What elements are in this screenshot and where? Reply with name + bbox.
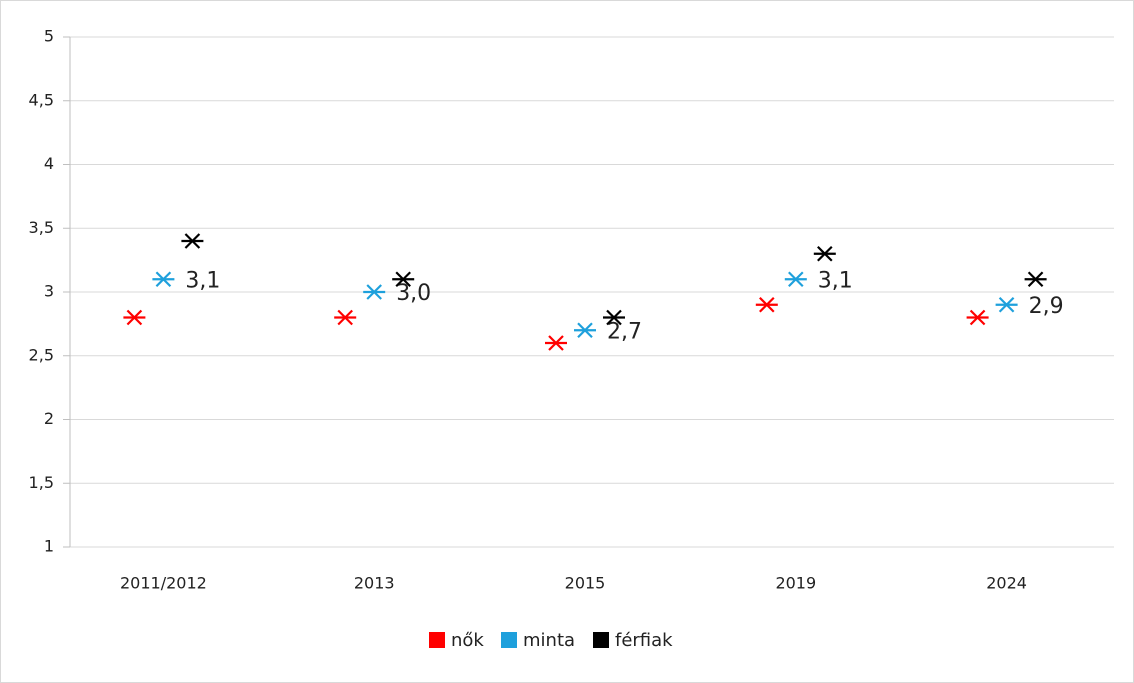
data-label: 3,0 — [396, 281, 431, 306]
marker-part — [126, 309, 143, 326]
x-tick-label: 2019 — [775, 574, 816, 593]
marker-part — [606, 309, 622, 326]
marker-part — [759, 296, 775, 313]
marker — [995, 296, 1018, 313]
legend-label: nők — [451, 630, 484, 651]
marker — [545, 335, 567, 351]
y-tick-label: 1,5 — [29, 473, 54, 492]
marker-part — [366, 284, 382, 300]
marker — [755, 296, 778, 313]
x-tick-label: 2011/2012 — [120, 574, 207, 593]
y-tick-label: 2,5 — [29, 345, 54, 364]
y-tick-label: 3,5 — [29, 218, 54, 237]
marker-part — [817, 245, 833, 262]
marker — [152, 271, 175, 288]
y-tick-label: 4 — [44, 154, 54, 173]
data-label: 2,7 — [607, 319, 642, 344]
marker — [1024, 271, 1047, 288]
data-label: 3,1 — [185, 268, 220, 293]
marker-part — [155, 271, 172, 288]
legend-swatch — [593, 632, 609, 648]
y-tick-label: 4,5 — [29, 90, 54, 109]
y-tick-label: 3 — [44, 282, 54, 301]
marker — [181, 233, 204, 249]
marker-part — [788, 271, 804, 288]
marker — [392, 271, 415, 288]
legend-swatch — [429, 632, 445, 648]
marker-part — [577, 322, 593, 339]
legend-label: minta — [523, 630, 575, 651]
marker — [363, 284, 386, 300]
legend-swatch — [501, 632, 517, 648]
y-tick-label: 1 — [44, 537, 54, 556]
legend-label: férfiak — [615, 630, 673, 651]
data-label: 2,9 — [1029, 294, 1064, 319]
data-label: 3,1 — [818, 268, 853, 293]
marker — [813, 245, 836, 262]
marker — [334, 309, 357, 326]
x-tick-label: 2024 — [986, 574, 1027, 593]
marker-part — [1027, 271, 1044, 288]
x-tick-label: 2015 — [565, 574, 606, 593]
marker-part — [969, 309, 986, 326]
marker — [966, 309, 989, 326]
marker-part — [337, 309, 353, 326]
marker — [574, 322, 596, 339]
marker-part — [548, 335, 564, 351]
marker-part — [998, 296, 1015, 313]
marker — [784, 271, 807, 288]
marker-part — [184, 233, 201, 249]
marker — [123, 309, 146, 326]
y-tick-label: 2 — [44, 409, 54, 428]
x-tick-label: 2013 — [354, 574, 395, 593]
y-tick-label: 5 — [44, 27, 54, 46]
marker — [603, 309, 625, 326]
marker-part — [395, 271, 411, 288]
